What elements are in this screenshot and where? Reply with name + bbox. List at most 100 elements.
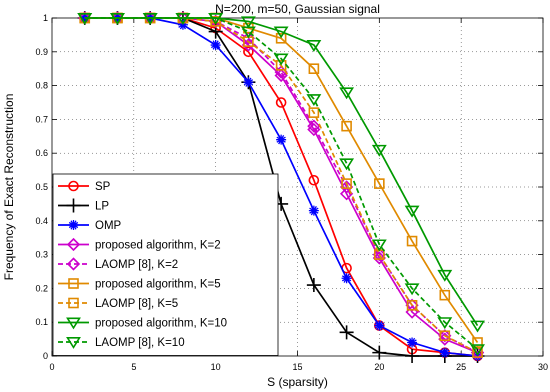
legend-marker xyxy=(66,337,81,349)
data-point xyxy=(472,337,483,348)
data-point xyxy=(374,320,385,331)
legend-label: SP xyxy=(95,181,111,193)
x-tick-label: 0 xyxy=(49,362,54,372)
series-8 xyxy=(77,13,485,357)
legend-entry: proposed algorithm, K=10 xyxy=(58,317,227,330)
data-point xyxy=(306,94,322,107)
legend-marker xyxy=(68,180,79,192)
legend-entry: LAOMP [8], K=5 xyxy=(58,297,178,310)
series-layer xyxy=(77,11,485,363)
y-tick-label: 1 xyxy=(43,13,48,23)
data-point xyxy=(210,16,221,27)
data-point xyxy=(339,180,354,194)
data-point xyxy=(372,247,386,262)
legend-label: OMP xyxy=(95,220,122,232)
y-tick-label: 0.9 xyxy=(35,47,48,57)
data-point xyxy=(404,283,420,296)
y-tick-label: 0.3 xyxy=(35,250,48,260)
data-point xyxy=(371,144,387,157)
legend-marker xyxy=(66,198,81,213)
legend-label: LAOMP [8], K=5 xyxy=(95,298,178,310)
data-point xyxy=(439,347,450,358)
data-point xyxy=(77,13,93,25)
data-point xyxy=(439,289,451,301)
data-point xyxy=(240,26,256,39)
legend-label: LP xyxy=(95,201,109,213)
legend-entry: OMP xyxy=(58,220,122,232)
legend-entry: SP xyxy=(58,180,111,193)
chart-title: N=200, m=50, Gaussian signal xyxy=(215,2,380,16)
data-point xyxy=(210,40,221,51)
data-point xyxy=(405,349,420,363)
data-point xyxy=(406,299,418,311)
data-point xyxy=(404,205,420,218)
data-point xyxy=(438,329,452,343)
x-tick-label: 10 xyxy=(211,362,221,372)
data-point xyxy=(437,317,453,330)
data-point xyxy=(241,38,256,52)
series-line xyxy=(84,17,479,350)
data-point xyxy=(341,120,352,132)
data-point xyxy=(372,345,387,360)
legend-label: proposed algorithm, K=5 xyxy=(95,279,221,291)
legend-label: LAOMP [8], K=2 xyxy=(95,259,178,271)
y-tick-label: 0.1 xyxy=(35,317,48,327)
legend-entry: LAOMP [8], K=10 xyxy=(58,337,185,349)
legend-marker xyxy=(68,220,79,230)
data-point xyxy=(439,330,451,342)
legend-marker xyxy=(66,257,81,271)
y-tick-label: 0.6 xyxy=(35,148,48,158)
legend-entry: LAOMP [8], K=2 xyxy=(58,257,178,271)
x-tick-label: 30 xyxy=(538,362,548,372)
legend-entry: LP xyxy=(58,198,109,213)
y-tick-label: 0.4 xyxy=(35,216,48,226)
x-axis-label: S (sparsity) xyxy=(267,375,328,389)
data-point xyxy=(110,13,125,25)
data-point xyxy=(276,134,287,145)
data-point xyxy=(175,13,191,25)
y-tick-label: 0 xyxy=(43,351,48,361)
data-point xyxy=(306,40,322,52)
data-point xyxy=(308,174,320,186)
legend-entry: proposed algorithm, K=5 xyxy=(58,278,221,291)
data-point xyxy=(374,178,385,189)
y-tick-label: 0.7 xyxy=(35,114,48,124)
data-point xyxy=(243,77,254,88)
axis-ticks: 0 5 10 15 20 25 30 0 0.1 0.2 0.3 0.4 0.5 0.6 0.7 0.8 0.9… xyxy=(35,13,548,372)
legend-label: LAOMP [8], K=10 xyxy=(95,337,185,349)
y-tick-label: 0.5 xyxy=(35,182,48,192)
data-point xyxy=(437,269,453,282)
legend-label: proposed algorithm, K=2 xyxy=(95,240,221,252)
data-point xyxy=(273,26,289,39)
legend-box xyxy=(52,173,279,356)
y-axis-label: Frequency of Exact Reconstruction xyxy=(2,94,16,281)
data-point xyxy=(142,13,158,25)
data-point xyxy=(243,22,254,34)
legend-marker xyxy=(66,317,81,330)
data-point xyxy=(308,205,319,216)
legend-label: proposed algorithm, K=10 xyxy=(95,318,227,330)
data-point xyxy=(339,87,355,100)
data-point xyxy=(339,158,355,171)
x-tick-label: 15 xyxy=(292,362,302,372)
x-tick-label: 20 xyxy=(374,362,384,372)
data-point xyxy=(470,320,485,333)
data-point xyxy=(371,239,387,252)
data-point xyxy=(470,344,485,357)
y-tick-label: 0.2 xyxy=(35,283,48,293)
data-point xyxy=(339,325,354,340)
data-point xyxy=(307,119,321,133)
data-point xyxy=(406,235,418,247)
y-tick-label: 0.8 xyxy=(35,81,48,91)
data-point xyxy=(405,298,419,312)
data-point xyxy=(208,13,224,25)
legend-marker xyxy=(68,297,79,309)
data-point xyxy=(275,97,287,108)
data-point xyxy=(341,273,352,284)
data-point xyxy=(472,347,483,358)
data-point xyxy=(341,178,352,189)
x-tick-label: 25 xyxy=(456,362,466,372)
data-point xyxy=(273,53,289,66)
